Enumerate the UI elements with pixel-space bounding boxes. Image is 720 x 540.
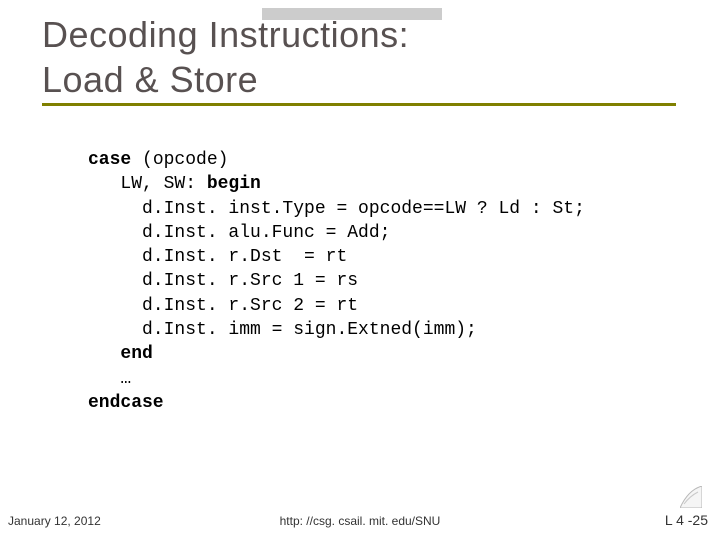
title-underline bbox=[42, 103, 676, 106]
code-l1a: LW, SW: bbox=[88, 174, 207, 194]
kw-endcase: endcase bbox=[88, 393, 164, 413]
footer-page: L 4 -25 bbox=[665, 512, 708, 528]
title-line-1: Decoding Instructions: bbox=[42, 14, 409, 55]
title-line-2: Load & Store bbox=[42, 59, 258, 100]
code-l9: … bbox=[88, 369, 131, 389]
code-l7: d.Inst. imm = sign.Extned(imm); bbox=[88, 320, 477, 340]
code-l3: d.Inst. alu.Func = Add; bbox=[88, 223, 390, 243]
code-l6: d.Inst. r.Src 2 = rt bbox=[88, 296, 358, 316]
page-curl-icon bbox=[680, 486, 702, 508]
kw-case: case bbox=[88, 150, 131, 170]
code-l4: d.Inst. r.Dst = rt bbox=[88, 247, 347, 267]
code-block: case (opcode) LW, SW: begin d.Inst. inst… bbox=[88, 148, 585, 415]
footer-url: http: //csg. csail. mit. edu/SNU bbox=[0, 514, 720, 528]
code-l0-rest: (opcode) bbox=[131, 150, 228, 170]
slide-title-box: Decoding Instructions: Load & Store bbox=[42, 8, 678, 112]
kw-begin: begin bbox=[207, 174, 261, 194]
code-l5: d.Inst. r.Src 1 = rs bbox=[88, 271, 358, 291]
code-l2: d.Inst. inst.Type = opcode==LW ? Ld : St… bbox=[88, 199, 585, 219]
slide-title: Decoding Instructions: Load & Store bbox=[42, 12, 678, 102]
kw-end: end bbox=[88, 344, 153, 364]
